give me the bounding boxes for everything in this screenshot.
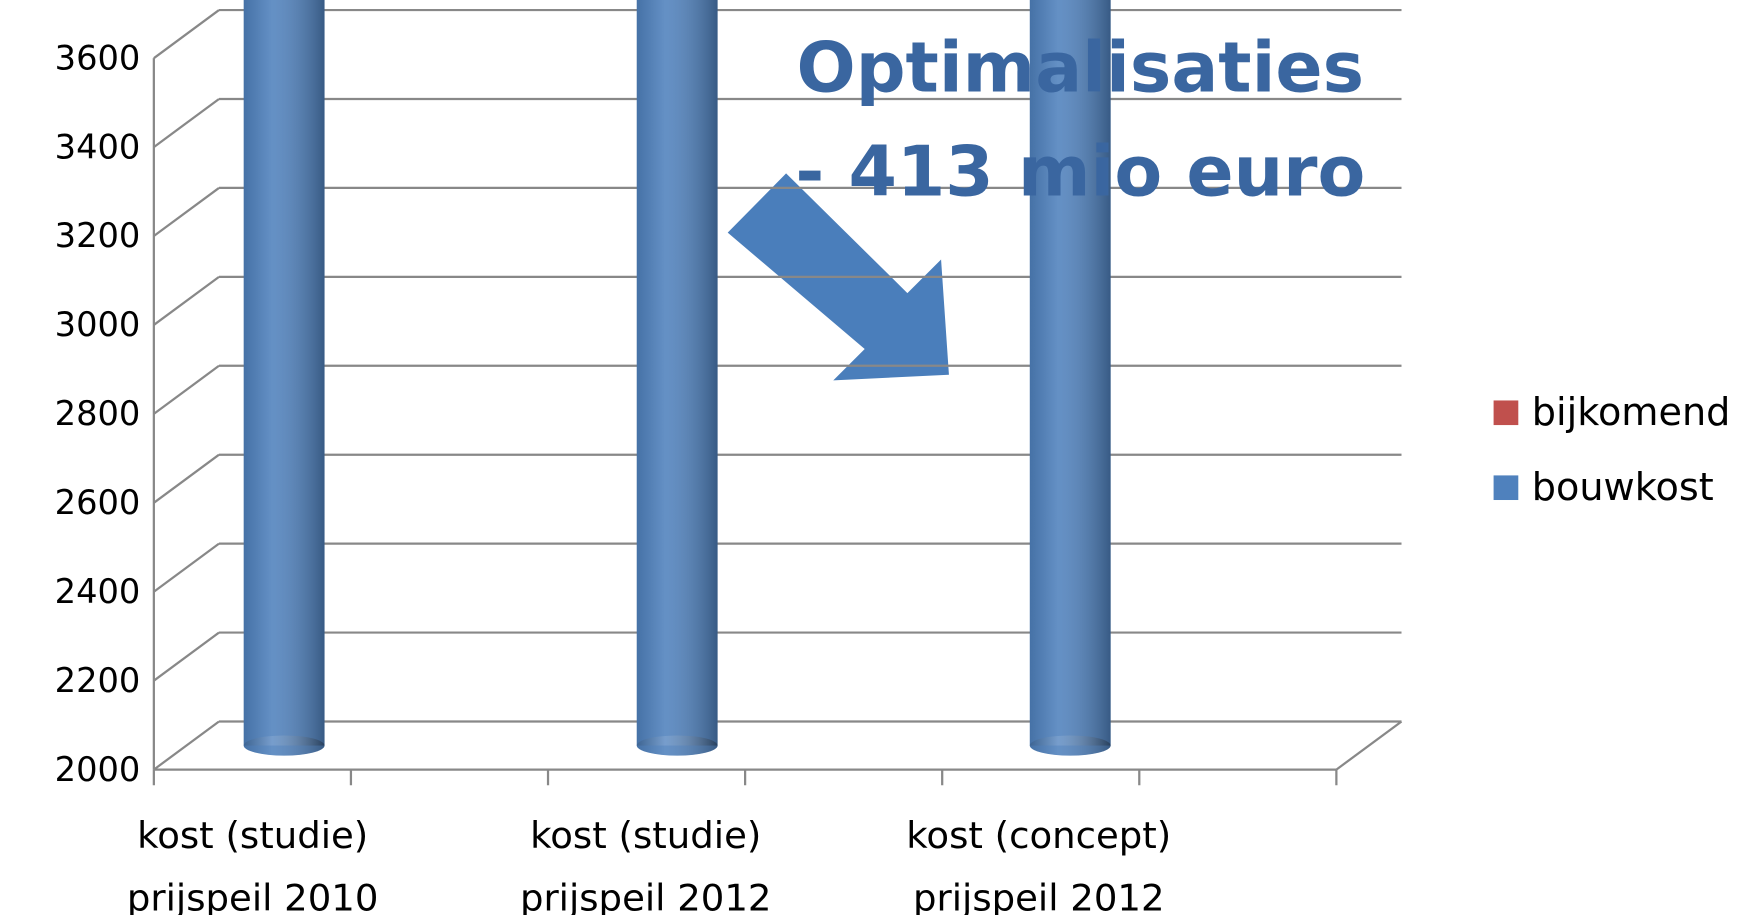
bar [1029, 0, 1111, 756]
plot: 2000 2200 2400 2600 2800 3000 3200 3400 3600 kost… [55, 0, 1731, 915]
grid-line [153, 364, 220, 415]
y-tick-label: 3400 [55, 127, 141, 166]
bar [243, 0, 325, 756]
grid-line [153, 9, 220, 60]
y-tick-label: 3000 [55, 305, 141, 344]
floor-edge [1335, 720, 1403, 771]
bar-shade [1029, 0, 1111, 746]
legend-label: bijkomend [1532, 390, 1731, 434]
grid-line [153, 720, 220, 771]
legend-label: bouwkost [1532, 465, 1714, 509]
y-tick-label: 2400 [55, 572, 141, 611]
legend-swatch [1493, 400, 1519, 426]
annotation: - 413 mio euro [795, 133, 1365, 213]
y-tick-label: 2800 [55, 394, 141, 433]
grid-line [153, 98, 220, 148]
grid-line [153, 453, 220, 504]
x-tick-label: kost (studie) prijspeil 2010 [127, 814, 379, 915]
grid-line [153, 187, 220, 237]
bar-shade [243, 0, 325, 746]
x-tick-label: kost (concept) prijspeil 2012 [906, 814, 1171, 915]
x-tick-label: kost (studie) prijspeil 2012 [520, 814, 772, 915]
y-tick-label: 2200 [55, 661, 141, 700]
bar-shade [636, 0, 718, 746]
legend-swatch [1493, 475, 1519, 501]
y-tick-label: 3200 [55, 216, 141, 255]
grid-line [153, 275, 220, 326]
annotation: Optimalisaties [797, 29, 1365, 109]
y-tick-label: 2000 [55, 750, 141, 789]
grid-line [153, 542, 220, 593]
y-tick-label: 2600 [55, 483, 141, 522]
y-tick-label: 3600 [55, 38, 141, 77]
grid-line [153, 631, 220, 682]
bar [636, 0, 718, 756]
